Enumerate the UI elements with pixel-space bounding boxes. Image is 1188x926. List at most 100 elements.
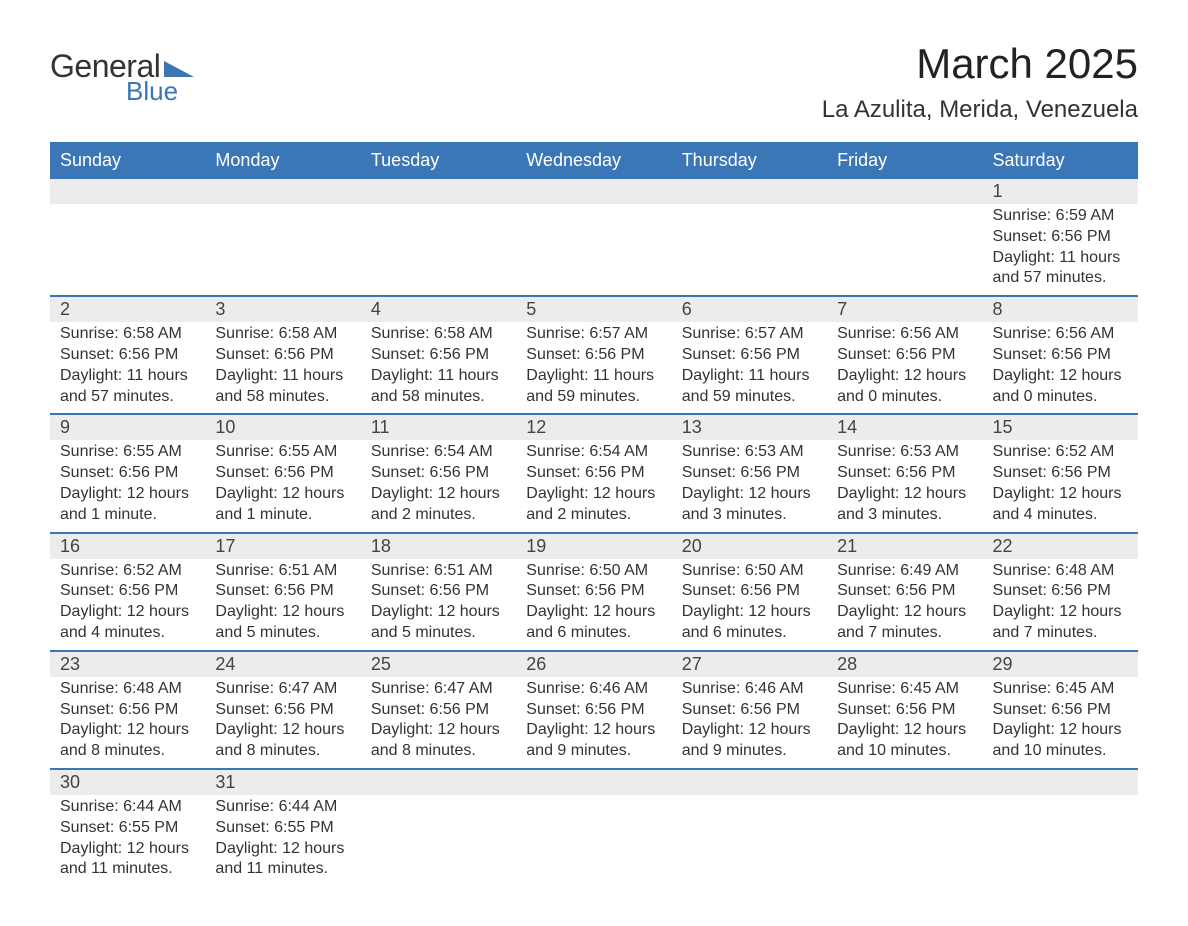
daylight-line-1: Daylight: 12 hours [837,720,972,741]
daylight-line-2: and 0 minutes. [837,387,972,408]
day-content-cell: Sunrise: 6:54 AMSunset: 6:56 PMDaylight:… [361,440,516,532]
col-wednesday: Wednesday [516,142,671,179]
day-number-cell: 5 [516,296,671,322]
day-number-cell: 29 [983,651,1138,677]
daylight-line-2: and 6 minutes. [526,623,661,644]
day-number-cell: 23 [50,651,205,677]
sunset-line: Sunset: 6:55 PM [215,818,350,839]
col-tuesday: Tuesday [361,142,516,179]
day-number-cell: 1 [983,179,1138,204]
day-content-cell: Sunrise: 6:53 AMSunset: 6:56 PMDaylight:… [827,440,982,532]
week-daynum-row: 2345678 [50,296,1138,322]
daylight-line-2: and 5 minutes. [215,623,350,644]
week-daynum-row: 9101112131415 [50,414,1138,440]
day-content-cell: Sunrise: 6:48 AMSunset: 6:56 PMDaylight:… [50,677,205,769]
sunrise-line: Sunrise: 6:47 AM [371,679,506,700]
daylight-line-2: and 1 minute. [60,505,195,526]
daylight-line-2: and 3 minutes. [682,505,817,526]
daylight-line-1: Daylight: 12 hours [526,484,661,505]
day-content-cell: Sunrise: 6:56 AMSunset: 6:56 PMDaylight:… [827,322,982,414]
daylight-line-1: Daylight: 12 hours [60,720,195,741]
sunset-line: Sunset: 6:56 PM [993,700,1128,721]
day-number-cell [827,179,982,204]
daylight-line-1: Daylight: 12 hours [60,602,195,623]
sunrise-line: Sunrise: 6:55 AM [215,442,350,463]
daylight-line-2: and 58 minutes. [371,387,506,408]
sunrise-line: Sunrise: 6:59 AM [993,206,1128,227]
day-number-cell [361,179,516,204]
daylight-line-2: and 3 minutes. [837,505,972,526]
daylight-line-2: and 59 minutes. [526,387,661,408]
daylight-line-1: Daylight: 12 hours [526,720,661,741]
day-number-cell: 19 [516,533,671,559]
sunrise-line: Sunrise: 6:50 AM [682,561,817,582]
week-content-row: Sunrise: 6:55 AMSunset: 6:56 PMDaylight:… [50,440,1138,532]
daylight-line-1: Daylight: 12 hours [371,720,506,741]
sunset-line: Sunset: 6:56 PM [215,700,350,721]
sunrise-line: Sunrise: 6:56 AM [837,324,972,345]
sunrise-line: Sunrise: 6:54 AM [526,442,661,463]
header: General Blue March 2025 La Azulita, Meri… [50,40,1138,124]
day-content-cell: Sunrise: 6:50 AMSunset: 6:56 PMDaylight:… [672,559,827,651]
daylight-line-1: Daylight: 11 hours [526,366,661,387]
day-number-cell: 16 [50,533,205,559]
day-number-cell: 31 [205,769,360,795]
col-sunday: Sunday [50,142,205,179]
day-content-cell: Sunrise: 6:53 AMSunset: 6:56 PMDaylight:… [672,440,827,532]
sunrise-line: Sunrise: 6:45 AM [837,679,972,700]
day-number-cell: 24 [205,651,360,677]
day-content-cell: Sunrise: 6:59 AMSunset: 6:56 PMDaylight:… [983,204,1138,296]
daylight-line-2: and 8 minutes. [215,741,350,762]
sunset-line: Sunset: 6:56 PM [371,345,506,366]
sunset-line: Sunset: 6:56 PM [60,463,195,484]
sunrise-line: Sunrise: 6:52 AM [993,442,1128,463]
day-content-cell: Sunrise: 6:57 AMSunset: 6:56 PMDaylight:… [516,322,671,414]
sunset-line: Sunset: 6:56 PM [215,581,350,602]
day-number-cell: 26 [516,651,671,677]
day-content-cell: Sunrise: 6:50 AMSunset: 6:56 PMDaylight:… [516,559,671,651]
daylight-line-1: Daylight: 12 hours [837,602,972,623]
sunset-line: Sunset: 6:56 PM [682,345,817,366]
daylight-line-2: and 2 minutes. [526,505,661,526]
day-content-cell: Sunrise: 6:49 AMSunset: 6:56 PMDaylight:… [827,559,982,651]
sunset-line: Sunset: 6:56 PM [371,581,506,602]
daylight-line-1: Daylight: 12 hours [371,602,506,623]
day-content-cell: Sunrise: 6:45 AMSunset: 6:56 PMDaylight:… [983,677,1138,769]
day-content-cell: Sunrise: 6:57 AMSunset: 6:56 PMDaylight:… [672,322,827,414]
week-content-row: Sunrise: 6:58 AMSunset: 6:56 PMDaylight:… [50,322,1138,414]
week-daynum-row: 3031 [50,769,1138,795]
sunrise-line: Sunrise: 6:54 AM [371,442,506,463]
daylight-line-2: and 58 minutes. [215,387,350,408]
day-number-cell: 21 [827,533,982,559]
daylight-line-2: and 11 minutes. [60,859,195,880]
day-content-cell [50,204,205,296]
sunset-line: Sunset: 6:56 PM [526,345,661,366]
sunrise-line: Sunrise: 6:56 AM [993,324,1128,345]
day-content-cell: Sunrise: 6:55 AMSunset: 6:56 PMDaylight:… [205,440,360,532]
sunrise-line: Sunrise: 6:46 AM [526,679,661,700]
day-number-cell [827,769,982,795]
sunrise-line: Sunrise: 6:51 AM [215,561,350,582]
daylight-line-2: and 10 minutes. [993,741,1128,762]
daylight-line-2: and 4 minutes. [993,505,1128,526]
col-monday: Monday [205,142,360,179]
daylight-line-1: Daylight: 12 hours [682,484,817,505]
day-content-cell: Sunrise: 6:51 AMSunset: 6:56 PMDaylight:… [205,559,360,651]
sunrise-line: Sunrise: 6:57 AM [682,324,817,345]
sunset-line: Sunset: 6:56 PM [993,463,1128,484]
sunrise-line: Sunrise: 6:53 AM [682,442,817,463]
daylight-line-1: Daylight: 12 hours [60,484,195,505]
sunrise-line: Sunrise: 6:47 AM [215,679,350,700]
daylight-line-2: and 10 minutes. [837,741,972,762]
day-number-cell: 17 [205,533,360,559]
sunset-line: Sunset: 6:56 PM [215,463,350,484]
day-number-cell [205,179,360,204]
day-number-cell: 10 [205,414,360,440]
sunset-line: Sunset: 6:56 PM [371,463,506,484]
day-content-cell: Sunrise: 6:55 AMSunset: 6:56 PMDaylight:… [50,440,205,532]
daylight-line-1: Daylight: 12 hours [993,720,1128,741]
sunset-line: Sunset: 6:56 PM [215,345,350,366]
day-content-cell [827,204,982,296]
sunrise-line: Sunrise: 6:58 AM [215,324,350,345]
sunset-line: Sunset: 6:56 PM [682,581,817,602]
